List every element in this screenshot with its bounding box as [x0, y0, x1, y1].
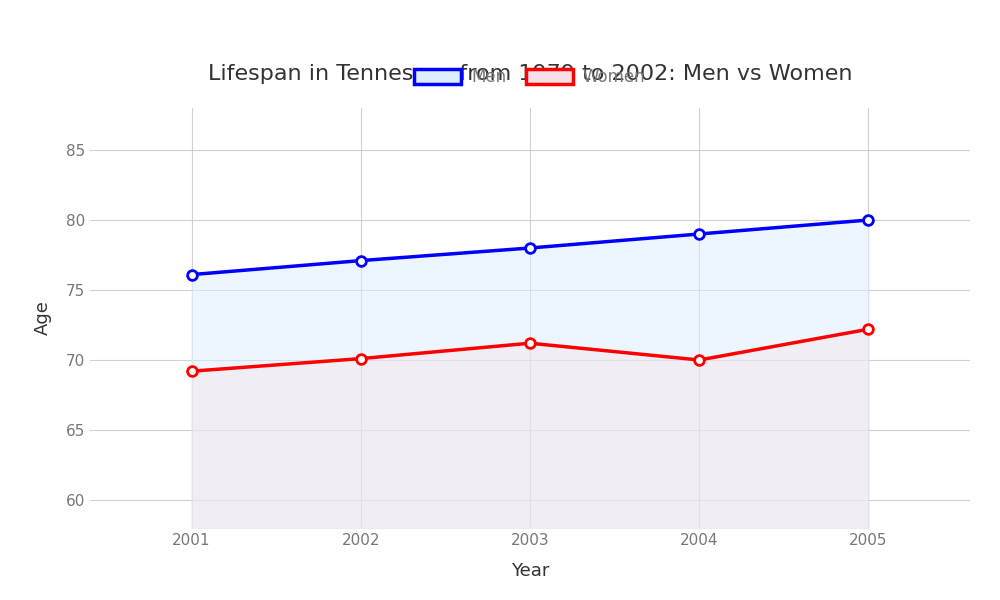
Title: Lifespan in Tennessee from 1979 to 2002: Men vs Women: Lifespan in Tennessee from 1979 to 2002:… [208, 64, 852, 84]
X-axis label: Year: Year [511, 562, 549, 580]
Legend: Men, Women: Men, Women [408, 62, 652, 93]
Y-axis label: Age: Age [34, 301, 52, 335]
